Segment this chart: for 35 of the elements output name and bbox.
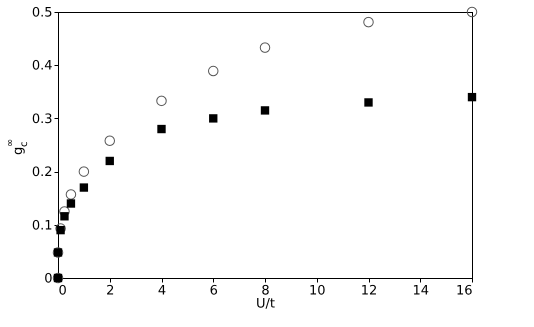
x-tick-label: 14: [412, 284, 430, 298]
point: [104, 136, 115, 146]
point: [260, 42, 270, 53]
point: [80, 183, 88, 192]
x-tick-label: 4: [158, 284, 166, 298]
point: [208, 66, 218, 76]
point: [260, 106, 270, 115]
point: [66, 199, 76, 208]
x-tick-label: 12: [360, 284, 378, 298]
point: [78, 166, 90, 177]
y-axis-title: gc∞: [5, 138, 30, 155]
x-axis-title: U/t: [256, 296, 275, 312]
point: [157, 124, 166, 134]
y-tick-label: 0.2: [32, 165, 52, 180]
y-tick-label: 0.3: [32, 112, 52, 127]
point: [106, 156, 114, 166]
y-tick-label: 0.4: [32, 58, 52, 74]
y-tick-label: 0.5: [32, 6, 52, 20]
point: [56, 226, 65, 234]
point: [364, 98, 373, 107]
point: [156, 96, 167, 106]
point: [209, 114, 218, 123]
y-tick-label: 0: [44, 272, 52, 286]
point: [363, 16, 374, 28]
point: [60, 212, 69, 220]
x-tick-label: 16: [456, 284, 472, 298]
point: [468, 92, 476, 102]
point: [66, 189, 76, 200]
y-tick-label: 0.1: [32, 218, 52, 234]
x-tick-label: 10: [308, 284, 326, 298]
x-tick-label: 2: [106, 284, 114, 298]
x-tick-label: 0: [58, 284, 67, 298]
point: [466, 6, 478, 18]
x-tick-label: 6: [210, 284, 218, 298]
x-tick-label: 8: [261, 284, 270, 298]
